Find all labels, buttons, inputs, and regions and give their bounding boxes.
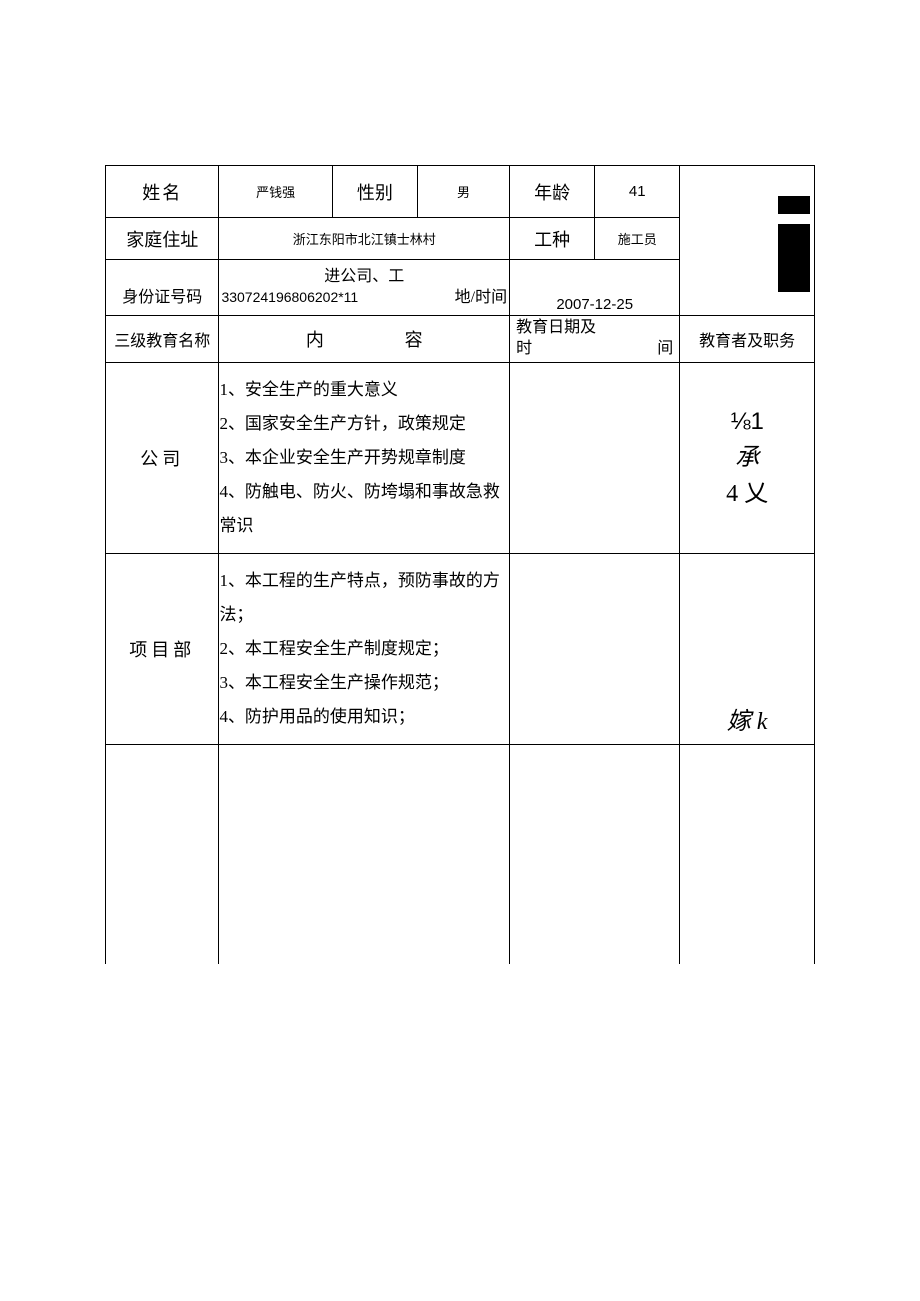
col-head-name: 三级教育名称: [106, 316, 219, 363]
col-head-date: 教育日期及 时 间: [510, 316, 680, 363]
edu-educator-project: 嫁 k: [680, 553, 815, 744]
address-label: 家庭住址: [106, 218, 219, 260]
id-label: 身份证号码: [106, 260, 219, 316]
edu-content-company: 1、安全生产的重大意义2、国家安全生产方针，政策规定3、本企业安全生产开势规章制…: [219, 362, 510, 553]
age-value: 41: [595, 166, 680, 218]
gender-value: 男: [417, 166, 509, 218]
id-value: 330724196806202*11: [221, 288, 358, 306]
educator-company-p3: 4 乂: [726, 481, 768, 507]
black-block-1: [778, 196, 810, 214]
entry-label-bot: 地/时间: [455, 288, 507, 309]
col-head-educator: 教育者及职务: [680, 316, 815, 363]
age-label: 年龄: [510, 166, 595, 218]
edu-educator-blank: [680, 744, 815, 964]
edu-name-company: 公司: [106, 362, 219, 553]
name-label: 姓名: [106, 166, 219, 218]
edu-name-blank: [106, 744, 219, 964]
edu-content-blank: [219, 744, 510, 964]
educator-company-p2: 承: [735, 445, 759, 471]
entry-date: 2007-12-25: [510, 260, 680, 316]
col-head-date-b: 时: [516, 340, 547, 357]
edu-date-project: [510, 553, 680, 744]
photo-cell: [680, 166, 815, 316]
educator-company-p1: ⅛1: [730, 408, 763, 435]
col-head-date-a: 教育日期及: [516, 318, 673, 339]
gender-label: 性别: [332, 166, 417, 218]
address-value: 浙江东阳市北江镇士林村: [219, 218, 510, 260]
educator-project-p1: 嫁 k: [727, 709, 768, 735]
entry-label-top: 进公司、工: [221, 267, 507, 288]
col-head-date-c: 间: [642, 340, 673, 357]
col-head-content: 内 容: [219, 316, 510, 363]
black-block-2: [778, 224, 810, 292]
id-entry-cell: 进公司、工 330724196806202*11 地/时间: [219, 260, 510, 316]
education-form-table: 姓名 严钱强 性别 男 年龄 41 家庭住址 浙江东阳市北江镇士林村 工种 施工…: [105, 165, 815, 964]
edu-date-company: [510, 362, 680, 553]
col-head-content-a: 内: [306, 326, 324, 352]
edu-name-project: 项目部: [106, 553, 219, 744]
name-value: 严钱强: [219, 166, 332, 218]
col-head-content-b: 容: [405, 326, 423, 352]
edu-educator-company: ⅛1 承 4 乂: [680, 362, 815, 553]
edu-content-project: 1、本工程的生产特点，预防事故的方法；2、本工程安全生产制度规定；3、本工程安全…: [219, 553, 510, 744]
job-value: 施工员: [595, 218, 680, 260]
edu-date-blank: [510, 744, 680, 964]
job-label: 工种: [510, 218, 595, 260]
